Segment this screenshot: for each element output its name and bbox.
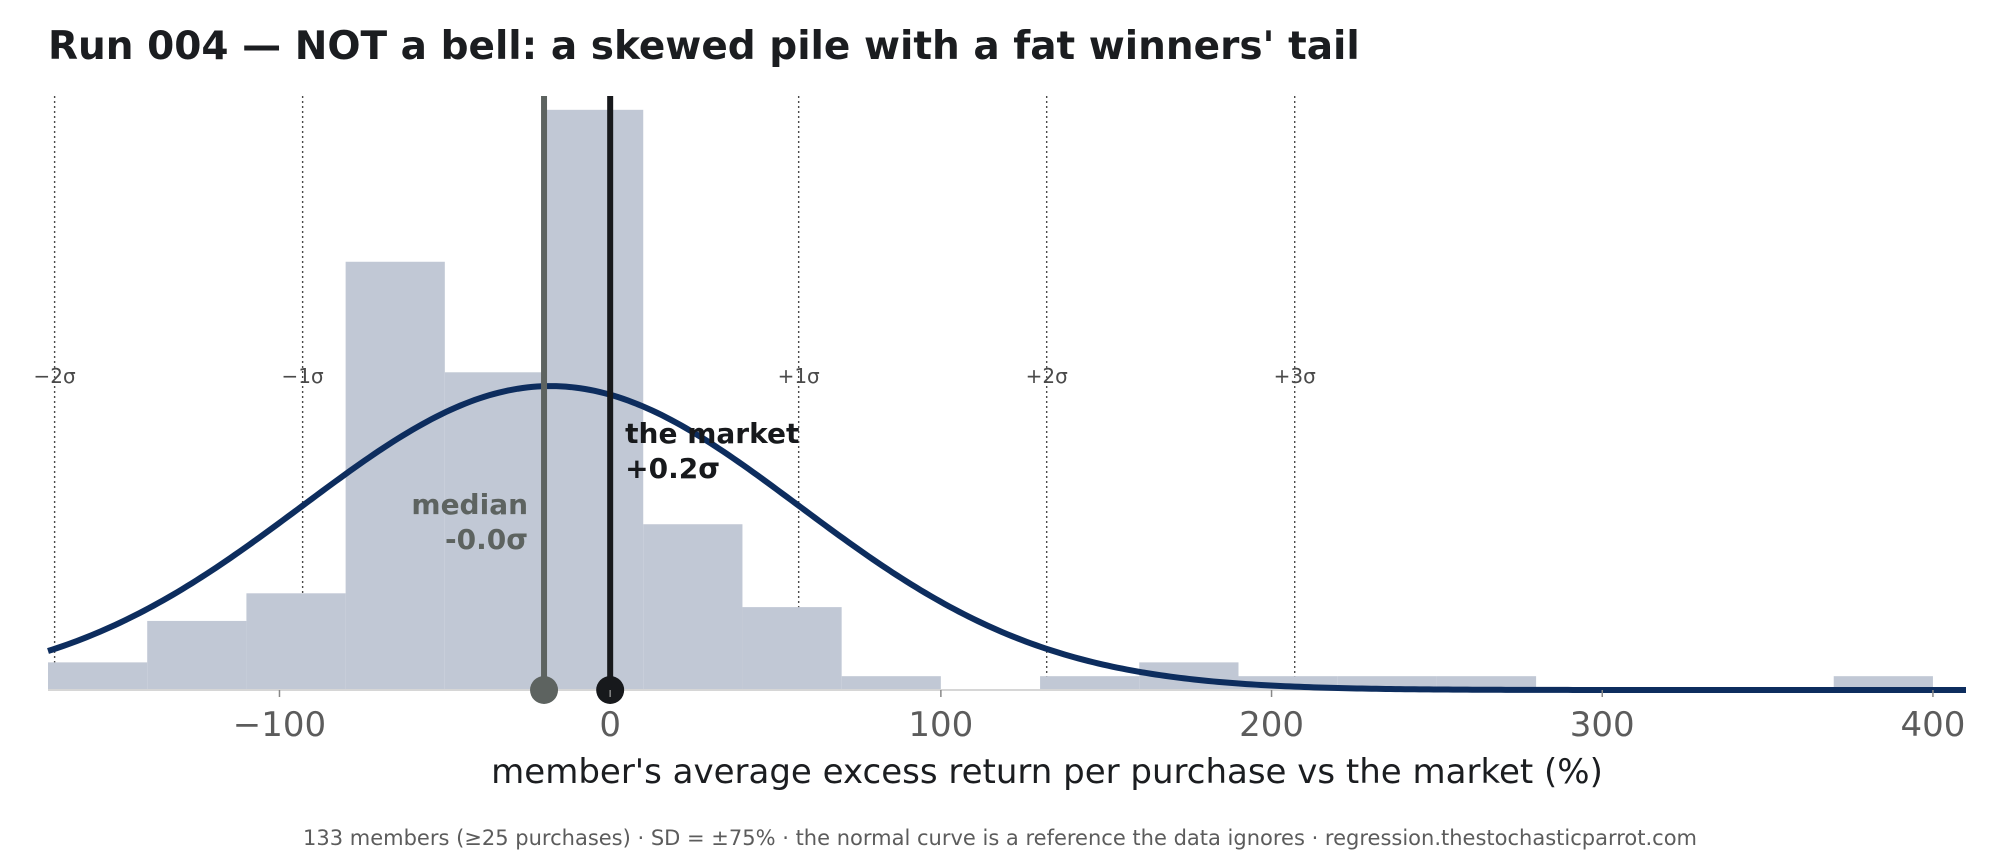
sigma-label: +3σ [1274,364,1316,388]
x-tick-label: 0 [599,705,621,745]
market-label: the market [625,417,799,450]
histogram-bar [643,524,743,690]
sigma-label: +2σ [1026,364,1068,388]
median-dot [530,676,559,704]
x-axis-ticks: −100 0 100 200 300 400 [233,690,1965,745]
histogram-bar [147,620,247,690]
sigma-reference-lines: −2σ −1σ +1σ +2σ +3σ [34,96,1316,690]
histogram-bar [444,372,545,690]
median-sigma-label: -0.0σ [445,523,528,556]
x-axis-label: member's average excess return per purch… [491,752,1603,792]
histogram-bar [48,662,148,690]
histogram-bar [246,593,346,690]
histogram-bar [1040,676,1140,690]
x-tick-label: 100 [908,705,973,745]
histogram-bars [48,109,1933,690]
normal-reference-curve [47,383,1966,693]
x-tick-label: 300 [1570,705,1635,745]
sigma-label: −1σ [282,364,324,388]
histogram-bar [742,607,842,690]
histogram-bar [345,261,445,690]
x-tick-label: −100 [233,705,326,745]
x-tick-label: 400 [1900,705,1965,745]
sigma-label: −2σ [34,364,76,388]
footnote: 133 members (≥25 purchases) · SD = ±75% … [303,826,1697,850]
median-label: median [411,488,528,521]
histogram-bar [1833,676,1933,690]
sigma-label: +1σ [778,364,820,388]
chart-title: Run 004 — NOT a bell: a skewed pile with… [48,24,1360,69]
histogram-bar [841,676,941,690]
x-tick-label: 200 [1239,705,1304,745]
histogram-bar [1436,676,1537,690]
market-sigma-label: +0.2σ [625,452,720,485]
median-and-market-markers: median -0.0σ the market +0.2σ [411,96,799,704]
